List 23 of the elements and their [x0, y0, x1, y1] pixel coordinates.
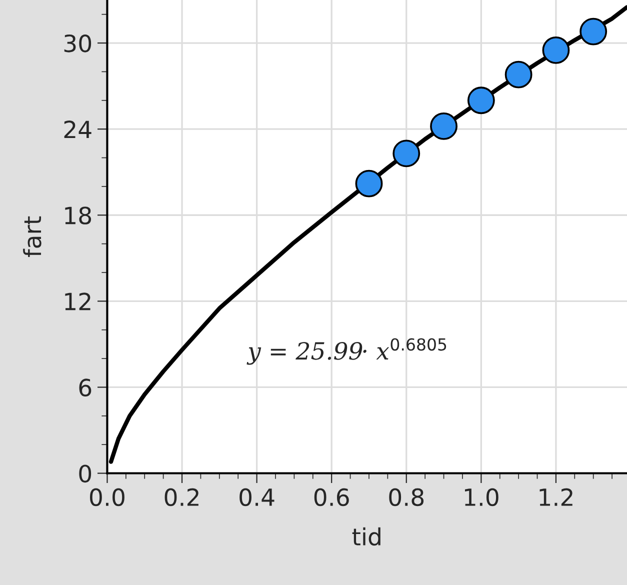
y-tick-label: 30 — [64, 34, 92, 52]
point — [467, 86, 495, 114]
x-tick-label: 0.6 — [314, 488, 349, 506]
y-tick-label: 6 — [79, 378, 92, 397]
point — [355, 170, 383, 198]
x-tick-label: 0.4 — [240, 488, 274, 506]
point — [542, 36, 570, 64]
point — [580, 18, 608, 46]
point — [504, 60, 532, 88]
y-tick-label: 24 — [64, 120, 92, 138]
point — [430, 112, 458, 140]
y-tick-label: 12 — [65, 292, 90, 310]
x-tick-label: 1.0 — [464, 488, 498, 506]
x-tick-label: 0.2 — [164, 488, 198, 506]
x-tick-label: 1.2 — [540, 488, 572, 506]
y-axis-title: fart — [23, 216, 42, 257]
point — [392, 140, 420, 168]
x-tick-label: 0.0 — [90, 488, 124, 506]
annotation: y = 25.99· x$^{0.6805}$ — [246, 338, 446, 365]
x-tick-label: 0.8 — [389, 488, 424, 506]
y-tick-label: 18 — [65, 206, 92, 224]
y-tick-label: 0 — [79, 464, 92, 483]
x-axis-title: tid — [352, 527, 380, 546]
